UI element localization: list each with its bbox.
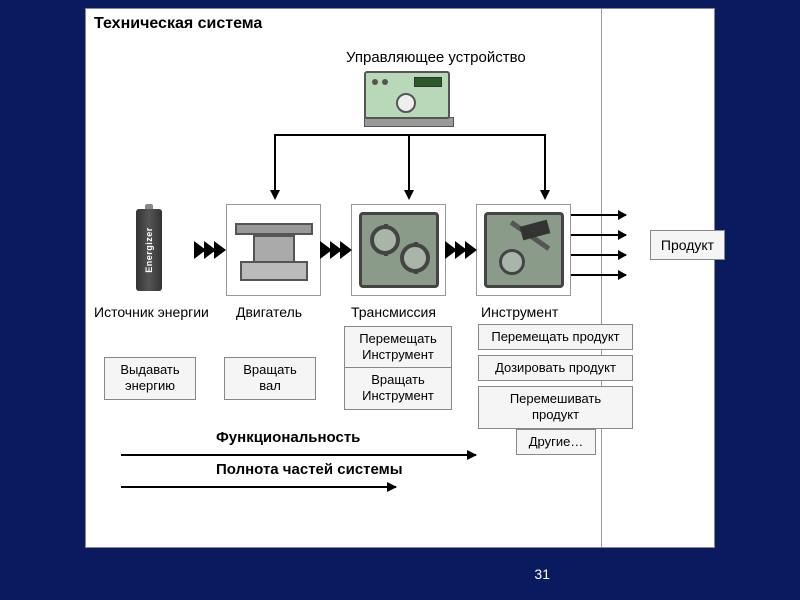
flow-arrow-icon [194,241,224,259]
arrow-down-icon [404,190,414,200]
slide-panel: Техническая система Управляющее устройст… [85,8,715,548]
output-arrow-icon [571,214,626,216]
action-energy: Выдавать энергию [104,357,196,400]
arrow-down-icon [540,190,550,200]
output-arrow-icon [571,274,626,276]
engine-label: Двигатель [236,304,302,320]
arrow-down-icon [270,190,280,200]
functionality-label: Функциональность [216,429,360,446]
completeness-label: Полнота частей системы [216,461,403,478]
vertical-divider [601,9,602,547]
action-instrument-1: Перемещать продукт [478,324,633,350]
action-transmission-2: Вращать Инструмент [344,367,452,410]
action-transmission-1: Перемещать Инструмент [344,326,452,369]
engine-icon [226,204,321,296]
output-arrow-icon [571,234,626,236]
completeness-arrow-icon [121,486,396,488]
flow-arrow-icon [445,241,475,259]
control-device-icon [364,71,454,133]
action-instrument-3: Перемешивать продукт [478,386,633,429]
instrument-label: Инструмент [481,304,558,320]
energy-source-label: Источник энергии [94,304,209,320]
product-label: Продукт [661,237,714,253]
control-device-label: Управляющее устройство [346,49,526,66]
instrument-icon [476,204,571,296]
transmission-label: Трансмиссия [351,304,436,320]
flow-arrow-icon [320,241,350,259]
page-title: Техническая система [94,15,262,33]
page-number: 31 [534,566,550,582]
output-arrow-icon [571,254,626,256]
functionality-arrow-icon [121,454,476,456]
energy-source-icon: Energizer [101,204,196,296]
action-instrument-other: Другие… [516,429,596,455]
product-box: Продукт [650,230,725,260]
battery-brand: Energizer [144,227,154,273]
action-engine: Вращать вал [224,357,316,400]
control-bus-line [274,134,546,136]
transmission-icon [351,204,446,296]
action-instrument-2: Дозировать продукт [478,355,633,381]
